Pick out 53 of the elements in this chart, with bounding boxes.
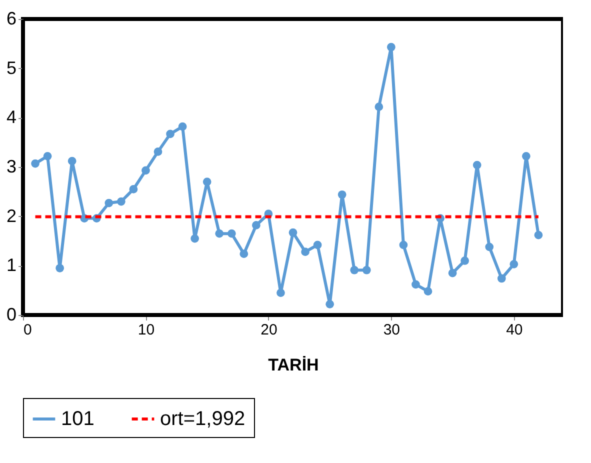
point <box>288 228 298 237</box>
y-tick-label: 6 <box>6 8 16 28</box>
point <box>190 234 199 243</box>
point <box>460 256 469 265</box>
point <box>276 288 285 297</box>
y-tick-label: 5 <box>6 58 16 78</box>
point <box>240 250 248 258</box>
legend-label: 101 <box>61 408 94 430</box>
point <box>301 248 310 256</box>
point <box>166 130 174 138</box>
point <box>56 264 64 272</box>
point <box>534 230 543 240</box>
legend-label: ort=1,992 <box>160 408 246 430</box>
point <box>338 190 346 199</box>
y-tick-label: 4 <box>6 107 16 128</box>
point <box>522 152 530 160</box>
point <box>448 268 457 278</box>
point <box>129 185 138 194</box>
y-tick-label: 3 <box>6 156 16 176</box>
point <box>326 300 334 308</box>
point <box>497 274 506 283</box>
x-tick-label: 30 <box>383 322 400 338</box>
y-tick-label: 2 <box>6 206 16 226</box>
point <box>178 122 187 131</box>
point <box>485 242 494 252</box>
point <box>412 280 420 289</box>
point <box>43 152 52 160</box>
point <box>374 102 384 111</box>
x-axis-title: TARİH <box>268 356 319 374</box>
point <box>472 160 482 170</box>
point <box>154 148 162 156</box>
point <box>350 266 359 274</box>
point <box>399 240 408 250</box>
x-tick-label: 10 <box>138 322 155 338</box>
point <box>510 260 518 268</box>
y-tick-label: 1 <box>6 255 16 276</box>
point <box>387 42 396 52</box>
point <box>31 159 40 168</box>
point <box>215 229 224 238</box>
point <box>68 156 76 166</box>
point <box>313 240 322 250</box>
x-tick-label: 40 <box>506 322 523 338</box>
x-tick-label: 20 <box>260 322 278 338</box>
point <box>252 221 260 230</box>
point <box>104 198 114 208</box>
point <box>117 197 126 206</box>
point <box>362 266 371 274</box>
x-tick-label: 0 <box>24 322 32 338</box>
point <box>424 287 432 296</box>
point <box>227 229 236 238</box>
point <box>142 166 150 175</box>
y-tick-label: 0 <box>6 304 16 324</box>
point <box>202 178 212 186</box>
